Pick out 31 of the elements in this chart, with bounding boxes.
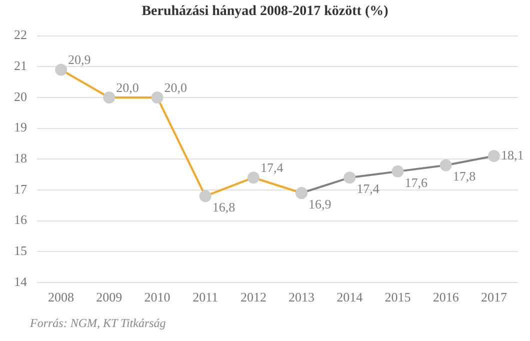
data-label: 20,9	[68, 52, 91, 68]
y-tick-label: 19	[14, 120, 27, 135]
data-label: 17,4	[356, 181, 380, 196]
data-label: 18,1	[500, 147, 524, 162]
x-tick-label: 2014	[336, 290, 364, 305]
data-label: 17,6	[404, 174, 428, 190]
x-tick-label: 2009	[96, 290, 122, 305]
data-label: 16,9	[308, 196, 332, 212]
y-tick-label: 16	[14, 212, 28, 228]
y-tick-label: 20	[14, 88, 27, 104]
x-tick-label: 2013	[288, 290, 315, 305]
text: Forrás: NGM, KT Titkárság	[30, 316, 166, 331]
x-tick-label: 2010	[144, 290, 170, 305]
y-tick-label: 15	[14, 242, 27, 258]
x-tick-label: 2015	[384, 290, 411, 305]
y-tick-label: 14	[14, 274, 28, 289]
x-tick-label: 2008	[48, 290, 74, 305]
y-tick-label: 21	[14, 58, 27, 74]
x-tick-label: 2017	[480, 290, 508, 305]
data-label: 17,4	[260, 160, 284, 176]
y-tick-label: 22	[14, 27, 27, 42]
x-tick-label: 2012	[240, 290, 266, 305]
data-label: 17,8	[452, 168, 476, 184]
data-label: 16,8	[212, 200, 236, 215]
x-tick-label: 2016	[432, 290, 460, 305]
y-tick-label: 17	[14, 181, 28, 196]
data-label: 20,0	[164, 80, 187, 95]
x-tick-label: 2011	[192, 290, 218, 305]
data-label: 20,0	[116, 80, 139, 95]
chart-title: Beruházási hányad 2008-2017 között (%)	[140, 4, 390, 20]
y-tick-label: 18	[14, 150, 27, 166]
